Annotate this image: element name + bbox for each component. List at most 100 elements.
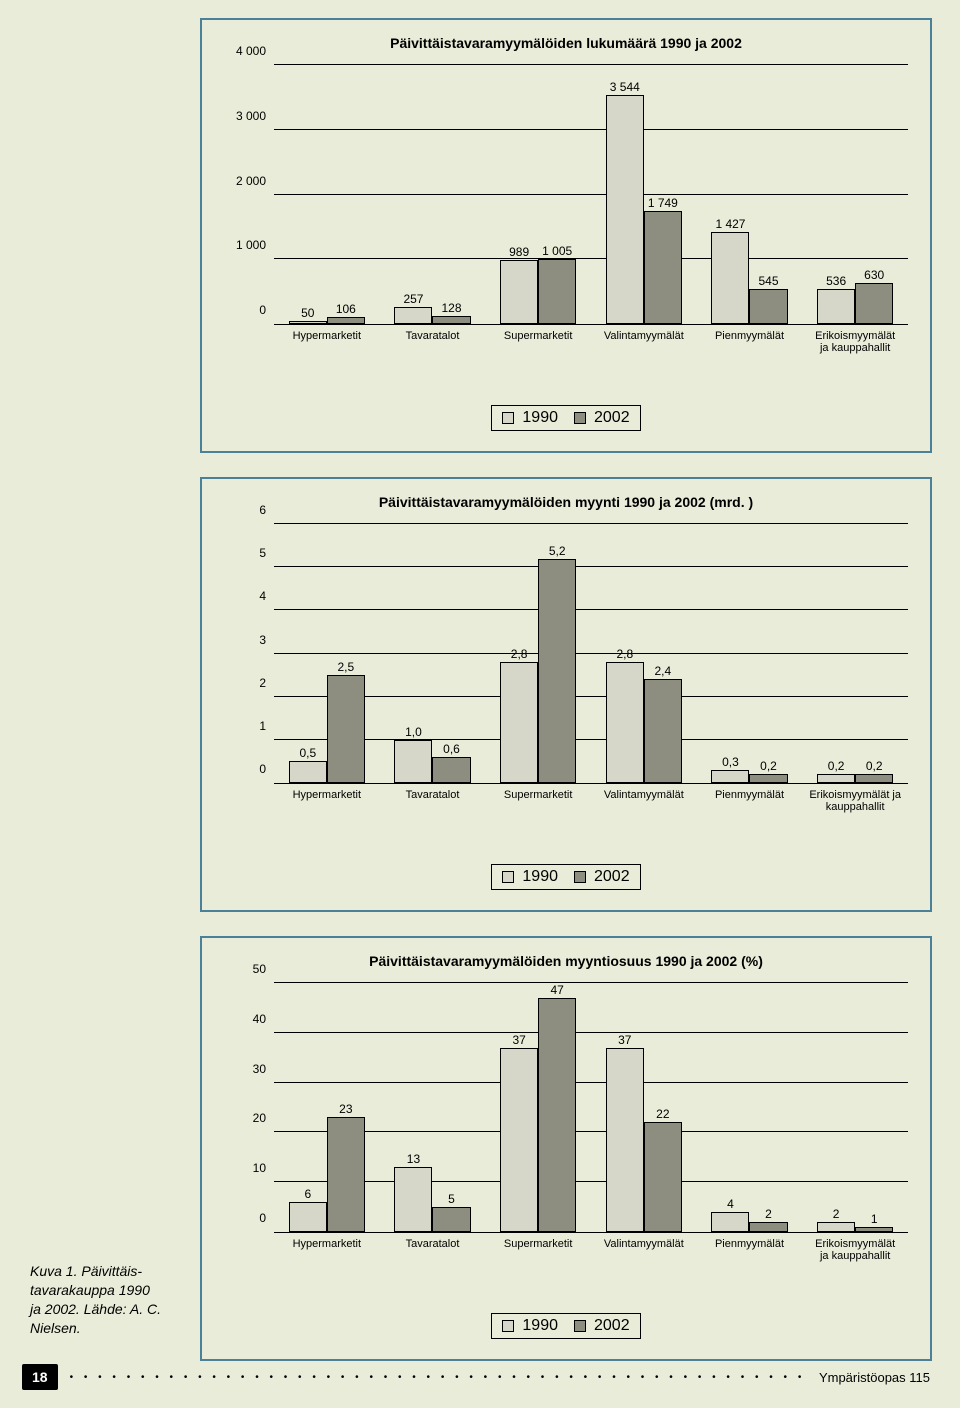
chart-panel: Päivittäistavaramyymälöiden myynti 1990 … bbox=[200, 477, 932, 912]
x-category-label: Hypermarketit bbox=[293, 789, 361, 801]
bar-1990: 1,0 bbox=[394, 740, 432, 783]
bar-2002: 0,6 bbox=[432, 757, 470, 783]
bar-2002: 5 bbox=[432, 1207, 470, 1232]
x-category-label: Erikoismyymälätja kauppahallit bbox=[795, 330, 915, 354]
x-category-label: Valintamyymälät bbox=[604, 330, 684, 342]
y-tick-label: 2 000 bbox=[236, 174, 274, 188]
bar-2002: 630 bbox=[855, 283, 893, 324]
bar-group: 21Erikoismyymälätja kauppahallit bbox=[802, 983, 908, 1232]
bar-2002: 23 bbox=[327, 1117, 365, 1232]
y-tick-label: 30 bbox=[253, 1062, 274, 1076]
bar-group: 0,52,5Hypermarketit bbox=[274, 524, 380, 783]
bar-2002: 2,5 bbox=[327, 675, 365, 783]
bar-1990: 50 bbox=[289, 321, 327, 324]
bar-1990: 2 bbox=[817, 1222, 855, 1232]
bar-value-label: 3 544 bbox=[610, 80, 640, 94]
bar-value-label: 536 bbox=[826, 274, 846, 288]
bar-2002: 2 bbox=[749, 1222, 787, 1232]
bar-group: 3 5441 749Valintamyymälät bbox=[591, 65, 697, 324]
bar-1990: 0,2 bbox=[817, 774, 855, 783]
bar-value-label: 2 bbox=[765, 1207, 772, 1221]
bar-group: 2,85,2Supermarketit bbox=[485, 524, 591, 783]
bar-value-label: 989 bbox=[509, 245, 529, 259]
bar-group: 0,30,2Pienmyymälät bbox=[697, 524, 803, 783]
legend-swatch-1990 bbox=[502, 871, 514, 883]
bar-group: 623Hypermarketit bbox=[274, 983, 380, 1232]
chart-title: Päivittäistavaramyymälöiden lukumäärä 19… bbox=[214, 35, 918, 51]
y-tick-label: 20 bbox=[253, 1111, 274, 1125]
bar-value-label: 0,6 bbox=[443, 742, 460, 756]
y-tick-label: 0 bbox=[259, 1211, 274, 1225]
x-category-label: Valintamyymälät bbox=[604, 789, 684, 801]
bar-2002: 22 bbox=[644, 1122, 682, 1232]
bar-value-label: 128 bbox=[441, 301, 461, 315]
bar-value-label: 23 bbox=[339, 1102, 352, 1116]
bar-1990: 13 bbox=[394, 1167, 432, 1232]
y-tick-label: 4 bbox=[259, 589, 274, 603]
bar-1990: 989 bbox=[500, 260, 538, 324]
bar-value-label: 50 bbox=[301, 306, 314, 320]
y-tick-label: 10 bbox=[253, 1161, 274, 1175]
bar-value-label: 2,5 bbox=[338, 660, 355, 674]
chart-title: Päivittäistavaramyymälöiden myynti 1990 … bbox=[214, 494, 918, 510]
x-category-label: Tavaratalot bbox=[406, 789, 460, 801]
bar-2002: 1 005 bbox=[538, 259, 576, 324]
footer-text: Ympäristöopas 115 bbox=[819, 1370, 930, 1385]
x-category-label: Supermarketit bbox=[504, 1238, 572, 1250]
bar-value-label: 47 bbox=[550, 983, 563, 997]
bar-value-label: 0,2 bbox=[760, 759, 777, 773]
y-tick-label: 0 bbox=[259, 762, 274, 776]
bar-value-label: 37 bbox=[618, 1033, 631, 1047]
plot-area: 01 0002 0003 0004 00050106Hypermarketit2… bbox=[274, 65, 908, 325]
legend-label: 1990 bbox=[522, 409, 558, 427]
bar-value-label: 2 bbox=[833, 1207, 840, 1221]
y-tick-label: 4 000 bbox=[236, 44, 274, 58]
legend-label: 2002 bbox=[594, 868, 630, 886]
x-category-label: Tavaratalot bbox=[406, 1238, 460, 1250]
bar-value-label: 2,4 bbox=[655, 664, 672, 678]
x-category-label: Pienmyymälät bbox=[715, 1238, 784, 1250]
bar-2002: 1 749 bbox=[644, 211, 682, 324]
bar-value-label: 5,2 bbox=[549, 544, 566, 558]
bar-value-label: 106 bbox=[336, 302, 356, 316]
bar-value-label: 2,8 bbox=[511, 647, 528, 661]
x-category-label: Pienmyymälät bbox=[715, 789, 784, 801]
bar-group: 1 427545Pienmyymälät bbox=[697, 65, 803, 324]
legend-swatch-2002 bbox=[574, 412, 586, 424]
bar-value-label: 257 bbox=[403, 292, 423, 306]
bar-group: 536630Erikoismyymälätja kauppahallit bbox=[802, 65, 908, 324]
x-category-label: Tavaratalot bbox=[406, 330, 460, 342]
bar-value-label: 545 bbox=[758, 274, 778, 288]
bar-1990: 536 bbox=[817, 289, 855, 324]
y-tick-label: 1 000 bbox=[236, 238, 274, 252]
chart-area: 01020304050623Hypermarketit135Tavaratalo… bbox=[214, 983, 918, 1273]
bar-2002: 1 bbox=[855, 1227, 893, 1232]
legend-swatch-2002 bbox=[574, 1320, 586, 1332]
legend-label: 1990 bbox=[522, 868, 558, 886]
bar-group: 50106Hypermarketit bbox=[274, 65, 380, 324]
bar-group: 0,20,2Erikoismyymälät jakauppahallit bbox=[802, 524, 908, 783]
y-tick-label: 2 bbox=[259, 676, 274, 690]
y-tick-label: 40 bbox=[253, 1012, 274, 1026]
bar-2002: 5,2 bbox=[538, 559, 576, 783]
footer-dots: • • • • • • • • • • • • • • • • • • • • … bbox=[70, 1372, 807, 1383]
legend-swatch-1990 bbox=[502, 1320, 514, 1332]
bar-value-label: 1 bbox=[871, 1212, 878, 1226]
bar-value-label: 13 bbox=[407, 1152, 420, 1166]
plot-area: 01020304050623Hypermarketit135Tavaratalo… bbox=[274, 983, 908, 1233]
bar-value-label: 37 bbox=[512, 1033, 525, 1047]
bar-1990: 4 bbox=[711, 1212, 749, 1232]
legend-swatch-1990 bbox=[502, 412, 514, 424]
legend-label: 2002 bbox=[594, 1317, 630, 1335]
page-footer: 18 • • • • • • • • • • • • • • • • • • •… bbox=[0, 1364, 960, 1390]
bar-value-label: 1 427 bbox=[715, 217, 745, 231]
y-tick-label: 0 bbox=[259, 303, 274, 317]
bar-value-label: 0,5 bbox=[299, 746, 316, 760]
y-tick-label: 50 bbox=[253, 962, 274, 976]
chart-legend: 19902002 bbox=[491, 1313, 640, 1339]
x-category-label: Erikoismyymälätja kauppahallit bbox=[795, 1238, 915, 1262]
legend-swatch-2002 bbox=[574, 871, 586, 883]
bar-1990: 1 427 bbox=[711, 232, 749, 324]
chart-panel: Päivittäistavaramyymälöiden lukumäärä 19… bbox=[200, 18, 932, 453]
x-category-label: Supermarketit bbox=[504, 789, 572, 801]
